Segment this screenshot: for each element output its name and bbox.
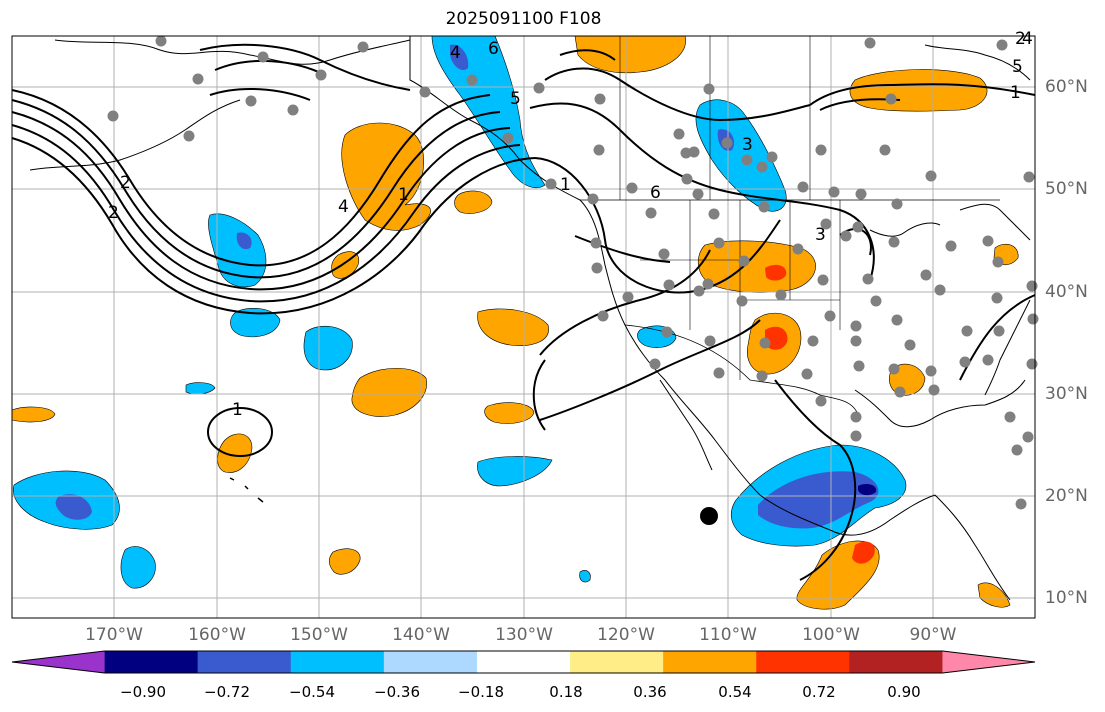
colorbar-label: 0.90 [887, 683, 921, 701]
lat-tick: 40°N [1045, 282, 1088, 302]
anomaly-negative [579, 570, 591, 583]
anomaly-positive [477, 308, 549, 346]
colorbar-label: 0.72 [802, 683, 836, 701]
colorbar-extend-low [12, 651, 105, 673]
anomaly-positive [351, 368, 427, 417]
anomaly-negative [695, 99, 787, 212]
lon-tick: 170°W [85, 625, 143, 645]
contour-label: 1 [232, 400, 243, 420]
contour-label: 3 [815, 225, 826, 245]
colorbar-outline [11, 650, 1036, 674]
anomaly-negative-strong [758, 471, 879, 529]
colorbar-segment [570, 651, 664, 673]
contour-label: 3 [742, 135, 753, 155]
contour-label: 1 [398, 185, 409, 205]
contour-label: 2 [108, 203, 119, 223]
colorbar-segment [383, 651, 478, 673]
contour-label: 5 [510, 89, 521, 109]
colorbar-label: 0.18 [549, 683, 583, 701]
contour-label: 4 [450, 43, 461, 63]
contour-label: 2 [120, 173, 131, 193]
lat-tick: 10°N [1045, 588, 1088, 608]
lat-tick: 50°N [1045, 179, 1088, 199]
contour-label: 1 [1010, 83, 1021, 103]
contour-label: 4 [1022, 29, 1033, 49]
anomaly-negative [208, 213, 267, 288]
contour-label: 4 [338, 197, 349, 217]
anomaly-negative-strong [55, 494, 92, 520]
lat-tick: 30°N [1045, 384, 1088, 404]
colorbar-segment [756, 651, 850, 673]
anomaly-positive [977, 582, 1011, 608]
anomaly-negative-strongest [858, 484, 877, 496]
lon-tick: 160°W [188, 625, 246, 645]
anomaly-negative [431, 35, 546, 189]
contour-label: 1 [560, 175, 571, 195]
lon-tick: 120°W [597, 625, 655, 645]
lon-tick: 100°W [802, 625, 860, 645]
colorbar-label: −0.54 [289, 683, 335, 701]
colorbar-label: 0.36 [633, 683, 667, 701]
anomaly-positive [849, 69, 988, 112]
lon-tick: 110°W [699, 625, 757, 645]
colorbar-extend-high [942, 651, 1035, 673]
colorbar-label: −0.36 [374, 683, 420, 701]
colorbar-segment [290, 651, 385, 673]
lat-tick: 20°N [1045, 486, 1088, 506]
anomaly-positive [574, 35, 686, 74]
anomaly-positive [454, 190, 493, 214]
lat-tick: 60°N [1045, 77, 1088, 97]
anomaly-positive-strong [852, 541, 875, 564]
anomaly-negative [477, 456, 553, 487]
anomaly-negative-strong [236, 232, 252, 250]
contour-label: 2 [1015, 29, 1026, 49]
anomaly-negative [230, 307, 281, 338]
colorbar [11, 650, 1036, 674]
anomaly-positive-strong [765, 326, 788, 350]
anomaly-positive [329, 548, 361, 575]
lon-tick: 90°W [909, 625, 957, 645]
anomaly-positive [11, 406, 56, 423]
colorbar-segment [104, 651, 199, 673]
chart-title: 2025091100 F108 [445, 9, 602, 29]
contour-labels: 4 6 5 5 2 4 3 1 6 2 3 1 1 1 2 4 [108, 29, 1033, 420]
anomaly-negative [303, 325, 353, 371]
station-markers [107, 35, 1039, 510]
contour-label: 5 [1012, 57, 1023, 77]
colorbar-segment [849, 651, 943, 673]
anomaly-negative-strong [450, 44, 469, 71]
contour-label: 6 [488, 39, 499, 59]
anomaly-negative [120, 546, 156, 589]
colorbar-segment [197, 651, 292, 673]
lon-tick: 140°W [392, 625, 450, 645]
lon-tick: 130°W [495, 625, 553, 645]
colorbar-label: −0.72 [204, 683, 250, 701]
colorbar-segment [476, 651, 571, 673]
coastlines [29, 36, 1031, 601]
colorbar-segment [663, 651, 757, 673]
colorbar-label: 0.54 [718, 683, 752, 701]
anomaly-positive-strong [765, 264, 787, 281]
storm-center-marker [700, 507, 718, 525]
colorbar-label: −0.90 [120, 683, 166, 701]
anomaly-positive [484, 402, 535, 424]
lon-tick: 150°W [290, 625, 348, 645]
colorbar-label: −0.18 [458, 683, 504, 701]
contour-label: 6 [650, 183, 661, 203]
